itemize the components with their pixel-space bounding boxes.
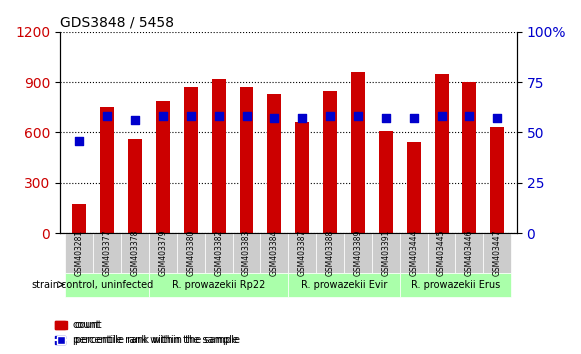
Text: GSM403384: GSM403384 [270, 230, 279, 276]
Point [493, 115, 502, 121]
Point [158, 114, 167, 119]
Point [353, 114, 363, 119]
FancyBboxPatch shape [288, 273, 400, 297]
Text: GSM403382: GSM403382 [214, 230, 223, 276]
Text: GSM403446: GSM403446 [465, 230, 474, 276]
Bar [73, 204, 87, 233]
Legend: count, percentile rank within the sample: count, percentile rank within the sample [51, 316, 242, 349]
FancyBboxPatch shape [260, 233, 288, 273]
FancyBboxPatch shape [288, 233, 316, 273]
Bar [184, 87, 198, 233]
Text: GSM403388: GSM403388 [325, 230, 335, 276]
FancyBboxPatch shape [149, 273, 288, 297]
Text: GSM403383: GSM403383 [242, 230, 251, 276]
Legend: count, percentile rank within the sample: count, percentile rank within the sample [51, 316, 243, 349]
Point [214, 114, 223, 119]
FancyBboxPatch shape [121, 233, 149, 273]
Bar [435, 74, 449, 233]
Text: GSM403380: GSM403380 [187, 230, 195, 276]
Text: R. prowazekii Evir: R. prowazekii Evir [301, 280, 387, 290]
Text: GSM403444: GSM403444 [409, 230, 418, 276]
Bar [128, 139, 142, 233]
Text: GSM403377: GSM403377 [103, 230, 112, 276]
Bar [462, 82, 476, 233]
FancyBboxPatch shape [344, 233, 372, 273]
Point [297, 115, 307, 121]
Bar [407, 142, 421, 233]
Point [465, 114, 474, 119]
FancyBboxPatch shape [428, 233, 456, 273]
Bar [101, 107, 114, 233]
Bar [323, 91, 337, 233]
Bar [239, 87, 253, 233]
Point [186, 114, 195, 119]
Text: GSM403389: GSM403389 [353, 230, 363, 276]
Text: R. prowazekii Erus: R. prowazekii Erus [411, 280, 500, 290]
Text: GSM403387: GSM403387 [297, 230, 307, 276]
Point [409, 115, 418, 121]
Point [381, 115, 390, 121]
FancyBboxPatch shape [456, 233, 483, 273]
Bar [490, 127, 504, 233]
FancyBboxPatch shape [177, 233, 205, 273]
Text: GSM403391: GSM403391 [381, 230, 390, 276]
Text: GSM403281: GSM403281 [75, 230, 84, 276]
Point [242, 114, 251, 119]
FancyBboxPatch shape [232, 233, 260, 273]
Bar [211, 79, 225, 233]
Text: GSM403445: GSM403445 [437, 230, 446, 276]
Text: R. prowazekii Rp22: R. prowazekii Rp22 [172, 280, 266, 290]
FancyBboxPatch shape [94, 233, 121, 273]
FancyBboxPatch shape [400, 233, 428, 273]
Bar [267, 94, 281, 233]
Point [75, 138, 84, 143]
Point [103, 114, 112, 119]
FancyBboxPatch shape [400, 273, 511, 297]
Bar [156, 101, 170, 233]
Bar [379, 131, 393, 233]
Point [130, 118, 139, 123]
FancyBboxPatch shape [205, 233, 232, 273]
FancyBboxPatch shape [66, 273, 149, 297]
Bar [295, 122, 309, 233]
FancyBboxPatch shape [316, 233, 344, 273]
FancyBboxPatch shape [66, 233, 94, 273]
Text: GSM403378: GSM403378 [131, 230, 139, 276]
Point [437, 114, 446, 119]
Point [270, 115, 279, 121]
Bar [351, 72, 365, 233]
Text: GSM403379: GSM403379 [159, 230, 167, 276]
FancyBboxPatch shape [372, 233, 400, 273]
Text: GDS3848 / 5458: GDS3848 / 5458 [60, 15, 174, 29]
Text: GSM403447: GSM403447 [493, 230, 502, 276]
Text: control, uninfected: control, uninfected [61, 280, 153, 290]
FancyBboxPatch shape [149, 233, 177, 273]
FancyBboxPatch shape [483, 233, 511, 273]
Point [325, 114, 335, 119]
Text: strain: strain [32, 280, 60, 290]
